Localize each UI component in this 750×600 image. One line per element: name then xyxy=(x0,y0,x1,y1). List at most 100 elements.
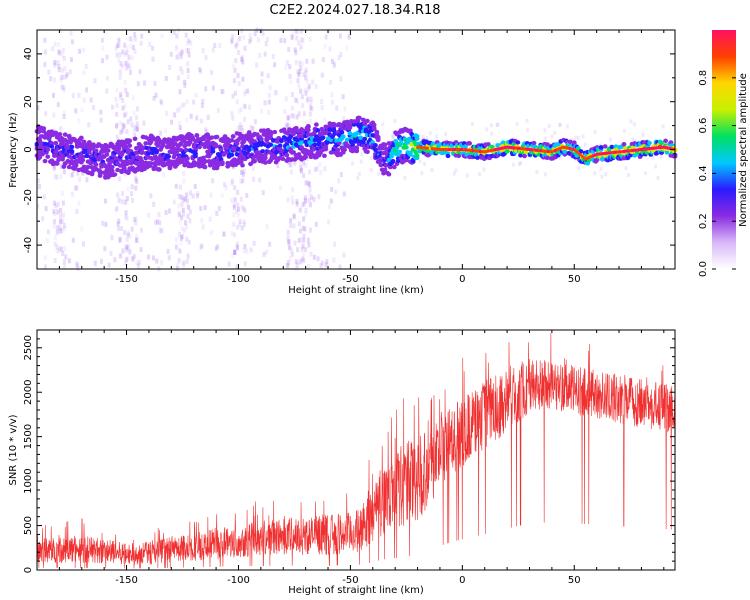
noise-speck xyxy=(295,198,299,204)
noise-speck xyxy=(184,32,188,38)
noise-speck xyxy=(211,178,215,184)
ridge-cell xyxy=(347,123,353,128)
ridge-core xyxy=(650,146,654,150)
ridge-core xyxy=(616,150,620,154)
noise-speck xyxy=(300,61,304,67)
ridge-core xyxy=(536,148,539,152)
noise-speck xyxy=(157,211,161,217)
snr-frame xyxy=(36,329,676,571)
ridge-cell xyxy=(190,135,196,141)
noise-speck xyxy=(186,48,190,54)
noise-speck xyxy=(100,58,104,64)
noise-speck xyxy=(565,124,569,129)
noise-speck xyxy=(309,100,313,106)
noise-speck xyxy=(203,205,207,211)
noise-speck xyxy=(391,135,395,140)
noise-speck xyxy=(232,78,236,84)
noise-speck xyxy=(179,235,183,241)
noise-speck xyxy=(69,57,73,63)
ridge-cell xyxy=(275,139,280,144)
ridge-cell xyxy=(351,122,357,127)
snr-y-label: SNR (10 * v/v) xyxy=(8,414,19,485)
noise-speck xyxy=(151,255,155,261)
noise-speck xyxy=(119,94,123,100)
ridge-cell xyxy=(37,155,43,160)
noise-speck xyxy=(134,237,138,243)
noise-speck xyxy=(211,47,215,53)
noise-speck xyxy=(121,127,125,133)
x-tick-label: -150 xyxy=(115,575,138,586)
ridge-cell xyxy=(467,141,472,146)
noise-speck xyxy=(245,193,249,199)
ridge-cell xyxy=(318,131,323,137)
ridge-core xyxy=(543,149,546,153)
noise-speck xyxy=(213,43,217,49)
noise-speck xyxy=(59,163,63,169)
noise-speck xyxy=(291,187,295,193)
ridge-core xyxy=(452,148,455,151)
noise-speck xyxy=(227,261,231,267)
noise-speck xyxy=(308,186,312,192)
ridge-cell xyxy=(112,172,118,177)
ridge-cell xyxy=(219,161,225,167)
noise-speck xyxy=(292,113,296,119)
noise-speck xyxy=(317,194,321,200)
noise-speck xyxy=(234,58,238,64)
noise-speck xyxy=(117,226,121,232)
noise-speck xyxy=(187,38,191,44)
noise-speck xyxy=(287,123,291,129)
noise-speck xyxy=(243,45,247,51)
noise-speck xyxy=(175,54,179,60)
ridge-cell xyxy=(322,153,327,159)
noise-speck xyxy=(243,222,247,228)
noise-speck xyxy=(233,197,237,203)
noise-speck xyxy=(273,62,277,68)
noise-speck xyxy=(302,257,306,263)
noise-speck xyxy=(306,263,310,269)
noise-speck xyxy=(330,58,334,64)
ridge-core xyxy=(479,149,482,153)
noise-speck xyxy=(369,167,373,172)
noise-speck xyxy=(308,118,312,124)
noise-speck xyxy=(180,49,184,55)
noise-speck xyxy=(268,85,272,91)
noise-speck xyxy=(128,249,132,255)
ridge-cell xyxy=(381,171,386,176)
ridge-cell xyxy=(365,118,370,124)
noise-speck xyxy=(421,134,425,139)
noise-speck xyxy=(311,79,315,85)
noise-speck xyxy=(204,86,208,92)
ridge-core xyxy=(505,145,509,149)
noise-speck xyxy=(178,106,182,112)
noise-speck xyxy=(233,249,237,255)
noise-speck xyxy=(248,33,252,39)
ridge-cell xyxy=(531,140,537,146)
ridge-cell xyxy=(109,168,115,174)
noise-speck xyxy=(302,72,306,78)
noise-speck xyxy=(132,129,136,135)
noise-speck xyxy=(53,59,57,65)
noise-speck xyxy=(179,239,183,245)
noise-speck xyxy=(59,75,63,81)
noise-speck xyxy=(215,210,219,216)
noise-speck xyxy=(230,111,234,117)
noise-speck xyxy=(117,218,121,224)
noise-speck xyxy=(217,205,221,211)
noise-speck xyxy=(124,87,128,93)
ridge-core xyxy=(586,156,589,160)
ridge-cell xyxy=(105,148,111,153)
ridge-cell xyxy=(664,150,670,155)
noise-speck xyxy=(180,225,184,231)
noise-speck xyxy=(135,125,139,131)
ridge-core xyxy=(599,152,602,156)
noise-speck xyxy=(133,125,137,131)
noise-speck xyxy=(309,104,313,110)
ridge-cell xyxy=(210,149,216,154)
noise-speck xyxy=(232,212,236,218)
noise-speck xyxy=(53,62,57,68)
ridge-core xyxy=(534,148,537,152)
noise-speck xyxy=(627,173,631,178)
noise-speck xyxy=(115,124,119,130)
ridge-cell xyxy=(229,152,235,158)
ridge-core xyxy=(489,149,493,153)
